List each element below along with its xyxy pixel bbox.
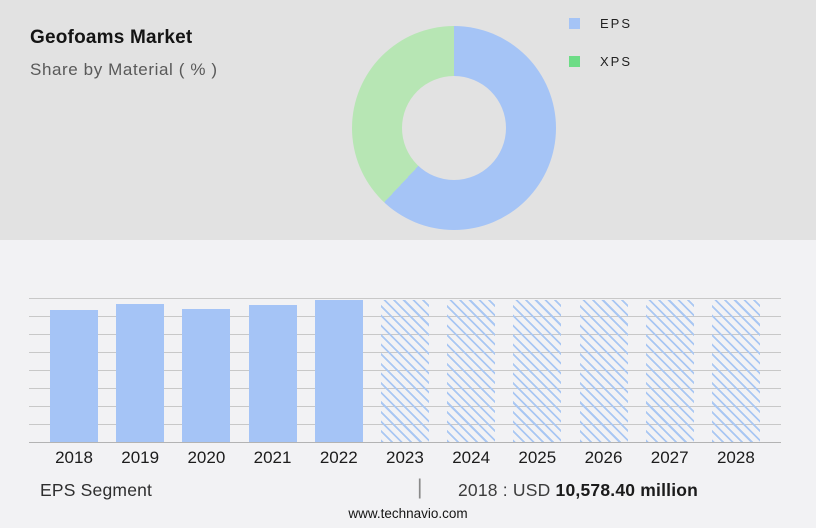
bars xyxy=(50,298,760,442)
bar-2021 xyxy=(248,305,297,442)
legend-swatch-xps xyxy=(569,56,580,67)
year-label-2021: 2021 xyxy=(253,448,292,467)
bar-2024-forecast xyxy=(447,300,496,442)
legend-label: XPS xyxy=(600,54,633,69)
year-label-2025: 2025 xyxy=(518,448,557,467)
bar-plot xyxy=(29,298,781,443)
bar-2022 xyxy=(314,300,363,442)
footer-value-bold: 10,578.40 million xyxy=(555,480,699,500)
legend-label: EPS xyxy=(600,16,633,31)
year-label-2024: 2024 xyxy=(452,448,491,467)
website-url: www.technavio.com xyxy=(348,506,468,521)
donut-hole xyxy=(402,76,506,180)
year-label-2023: 2023 xyxy=(386,448,424,467)
donut-chart-wrap xyxy=(352,26,556,230)
year-label-2022: 2022 xyxy=(319,448,358,467)
share-by-material-panel: Geofoams Market Share by Material ( % ) … xyxy=(0,0,816,240)
legend: EPS XPS xyxy=(569,16,632,69)
year-labels: 2018 2019 2020 2021 2022 2023 2024 2025 2026 2027… xyxy=(50,448,760,468)
year-label-2026: 2026 xyxy=(584,448,623,467)
page-title: Geofoams Market xyxy=(30,27,193,48)
legend-item-xps: XPS xyxy=(569,54,632,69)
year-label-2020: 2020 xyxy=(187,448,226,467)
bar-2018 xyxy=(50,310,98,442)
page-subtitle: Share by Material ( % ) xyxy=(30,60,218,79)
legend-swatch-eps xyxy=(569,18,580,29)
bar-2020 xyxy=(182,309,231,442)
year-label-2028: 2028 xyxy=(716,448,755,467)
bar-2023-forecast xyxy=(380,300,429,442)
segment-label: EPS Segment xyxy=(40,480,153,500)
bar-2026-forecast xyxy=(579,300,628,442)
header: Geofoams Market Share by Material ( % ) xyxy=(30,27,218,80)
x-axis-line xyxy=(29,442,781,443)
bar-chart-panel: 2018 2019 2020 2021 2022 2023 2024 2025 2026 2027… xyxy=(0,240,816,528)
bar-2025-forecast xyxy=(513,300,562,442)
legend-item-eps: EPS xyxy=(569,16,632,31)
footer-divider: | xyxy=(417,476,423,499)
gridline xyxy=(29,298,781,299)
bar-2027-forecast xyxy=(645,300,694,442)
bar-2019 xyxy=(116,304,165,442)
bar-2028-forecast xyxy=(711,300,760,442)
year-label-2019: 2019 xyxy=(121,448,160,467)
footer-value: 2018 : USD 10,578.40 million xyxy=(458,480,698,501)
footer-value-prefix: 2018 : USD xyxy=(458,480,556,500)
year-label-2027: 2027 xyxy=(650,448,689,467)
year-label-2018: 2018 xyxy=(55,448,93,467)
